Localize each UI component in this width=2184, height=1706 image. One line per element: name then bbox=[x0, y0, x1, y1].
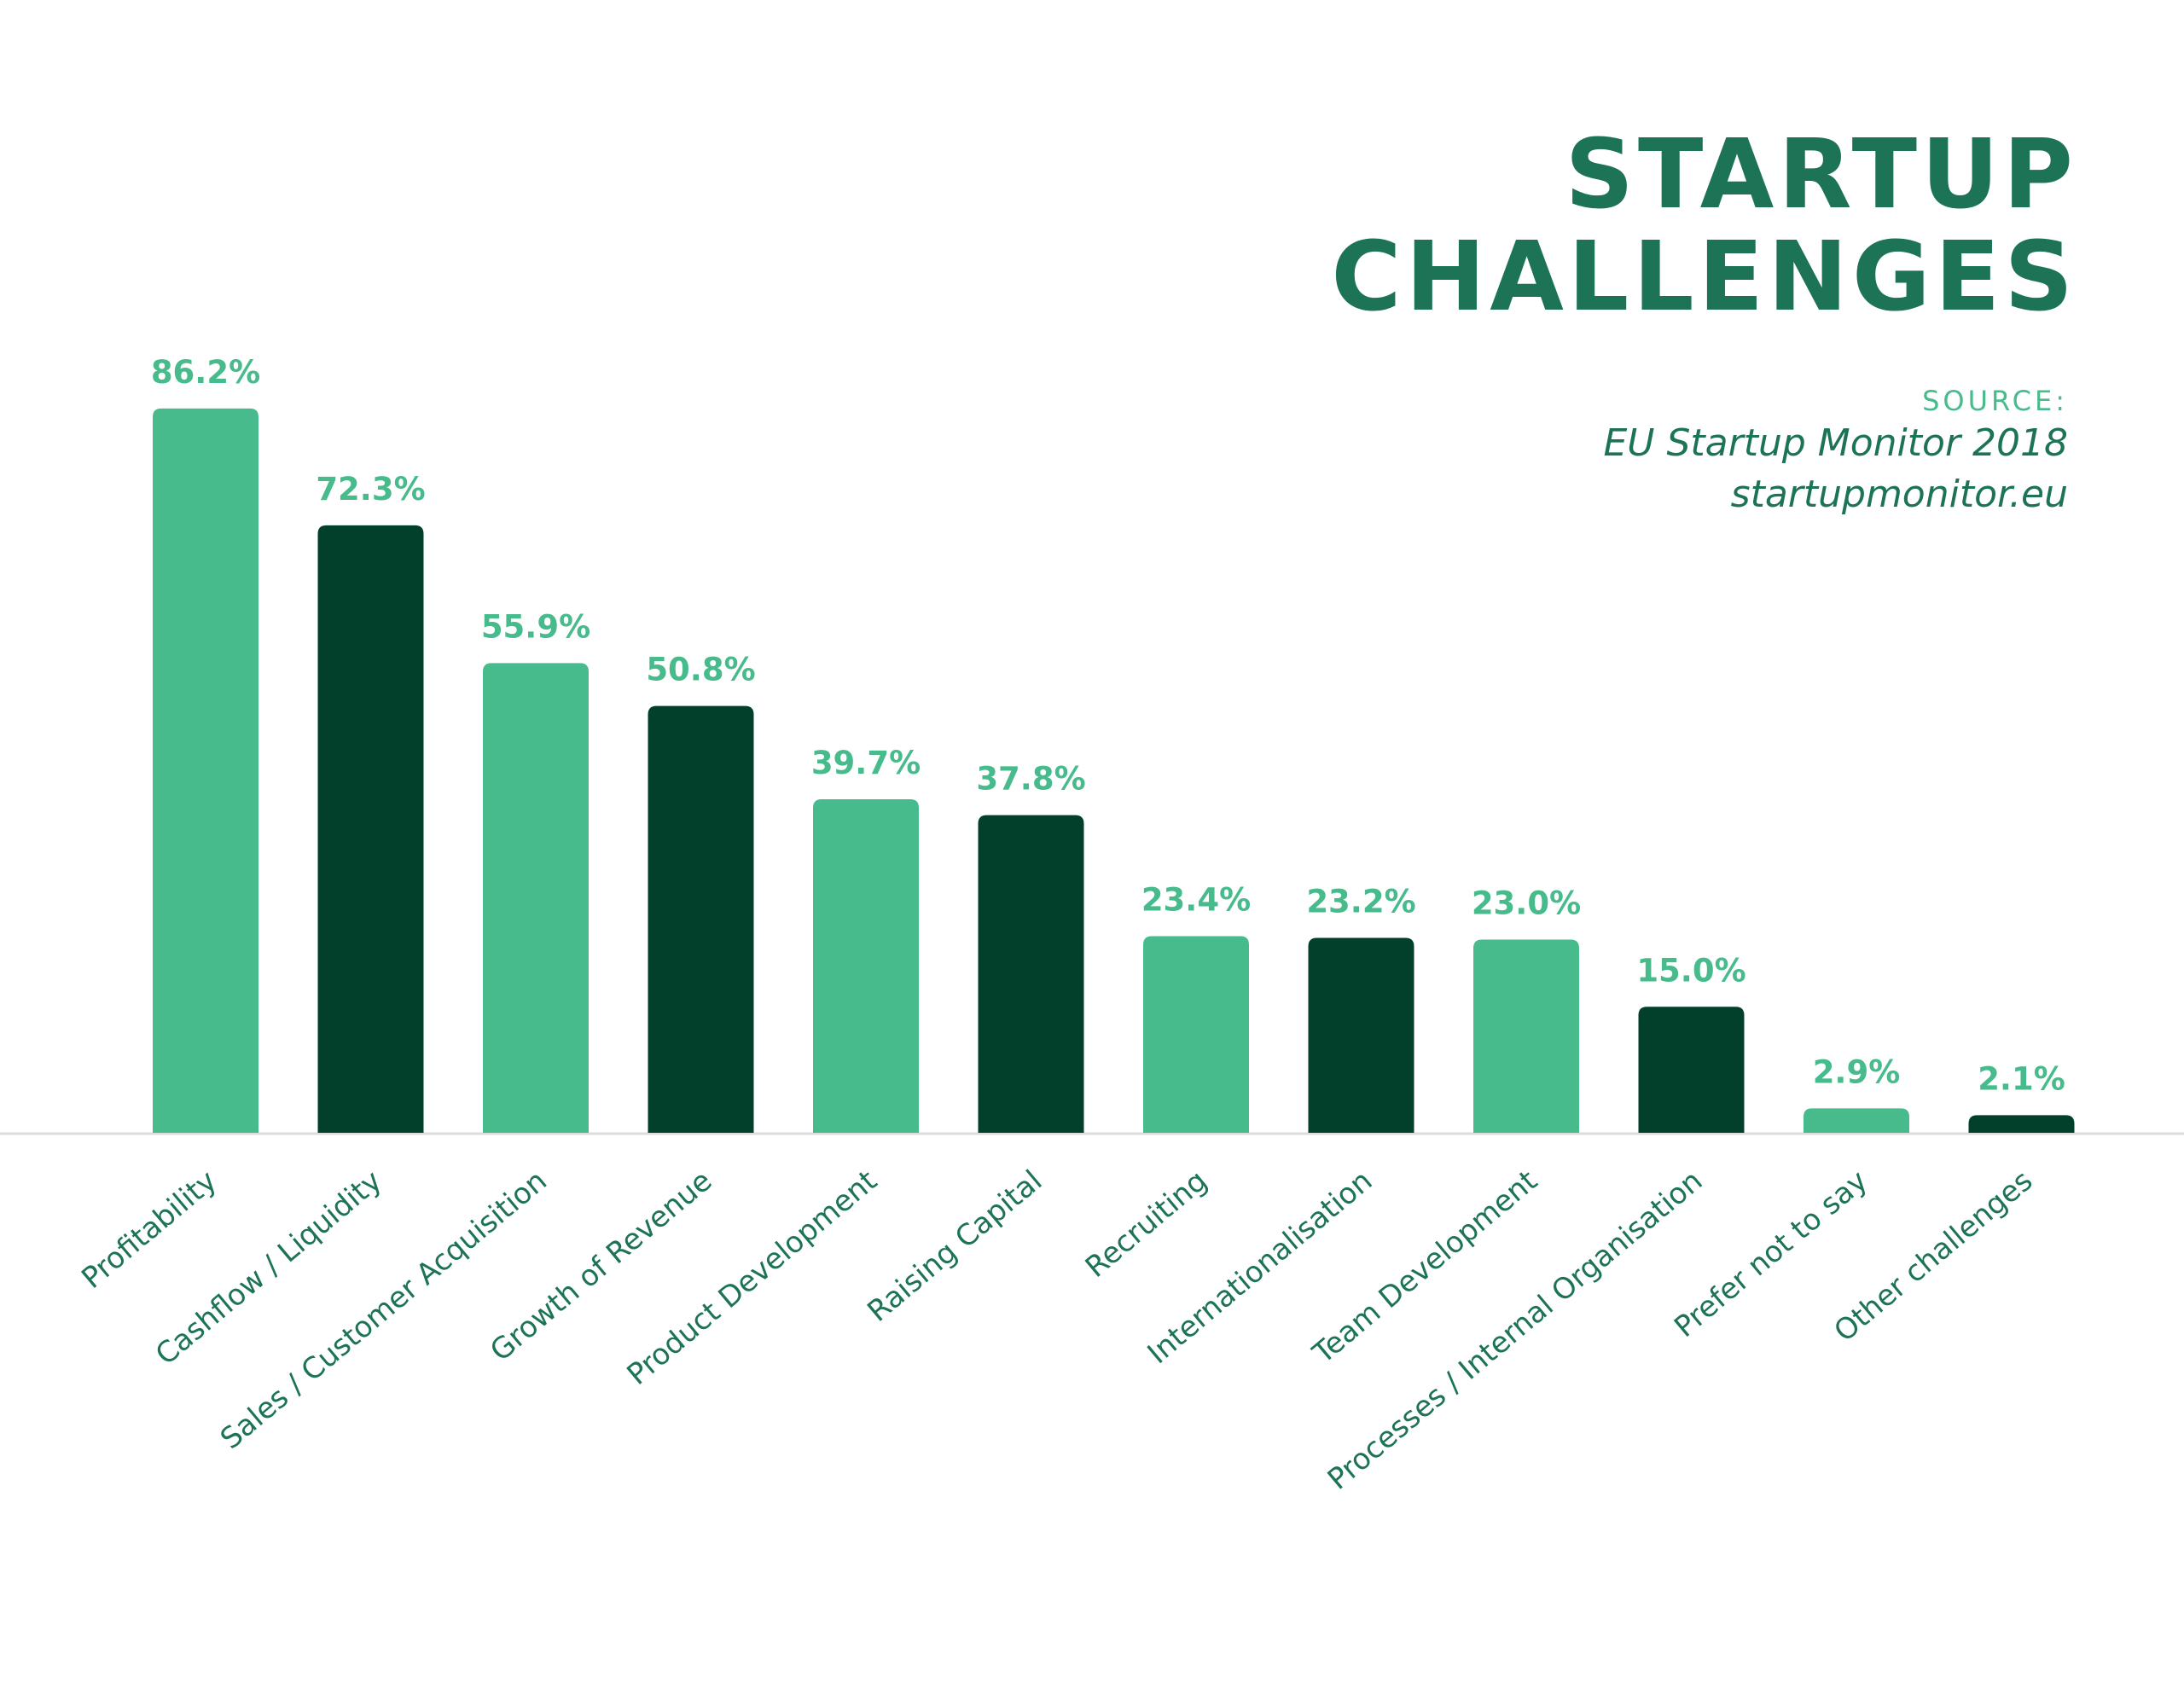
bar-3 bbox=[483, 663, 589, 1133]
value-label-10: 15.0% bbox=[1636, 952, 1745, 989]
category-label-7: Recruiting bbox=[1079, 1163, 1214, 1285]
category-label-1: Profitability bbox=[75, 1163, 223, 1296]
source-block: SOURCE: EU Startup Monitor 2018 startupm… bbox=[1604, 384, 2069, 520]
chart-title: STARTUP CHALLENGES bbox=[1331, 124, 2077, 328]
value-label-8: 23.2% bbox=[1306, 883, 1415, 920]
bar-2 bbox=[317, 525, 424, 1133]
bar-6 bbox=[978, 815, 1084, 1133]
category-label-6: Raising Capital bbox=[861, 1163, 1048, 1329]
bar-12 bbox=[1968, 1115, 2075, 1133]
source-url: startupmonitor.eu bbox=[1730, 473, 2068, 516]
value-label-5: 39.7% bbox=[811, 745, 921, 781]
category-label-3: Sales / Customer Acquisition bbox=[214, 1163, 554, 1456]
value-label-1: 86.2% bbox=[151, 354, 260, 391]
value-label-9: 23.0% bbox=[1472, 885, 1581, 921]
value-label-4: 50.8% bbox=[646, 652, 755, 688]
bar-4 bbox=[648, 705, 754, 1133]
value-label-11: 2.9% bbox=[1813, 1053, 1901, 1090]
bar-5 bbox=[813, 798, 919, 1133]
title-line-2: CHALLENGES bbox=[1331, 222, 2077, 333]
value-label-7: 23.4% bbox=[1141, 882, 1251, 919]
source-name: EU Startup Monitor 2018 bbox=[1603, 421, 2069, 465]
value-label-6: 37.8% bbox=[976, 761, 1085, 798]
title-line-1: STARTUP bbox=[1565, 119, 2077, 230]
value-label-3: 55.9% bbox=[481, 608, 590, 645]
bar-1 bbox=[153, 408, 258, 1133]
value-label-2: 72.3% bbox=[316, 471, 425, 508]
source-label: SOURCE: bbox=[1922, 385, 2068, 417]
value-label-12: 2.1% bbox=[1978, 1060, 2065, 1097]
bar-8 bbox=[1308, 937, 1414, 1133]
bar-10 bbox=[1638, 1007, 1745, 1133]
bar-7 bbox=[1143, 936, 1249, 1133]
bar-9 bbox=[1473, 939, 1579, 1133]
bar-11 bbox=[1804, 1108, 1909, 1133]
